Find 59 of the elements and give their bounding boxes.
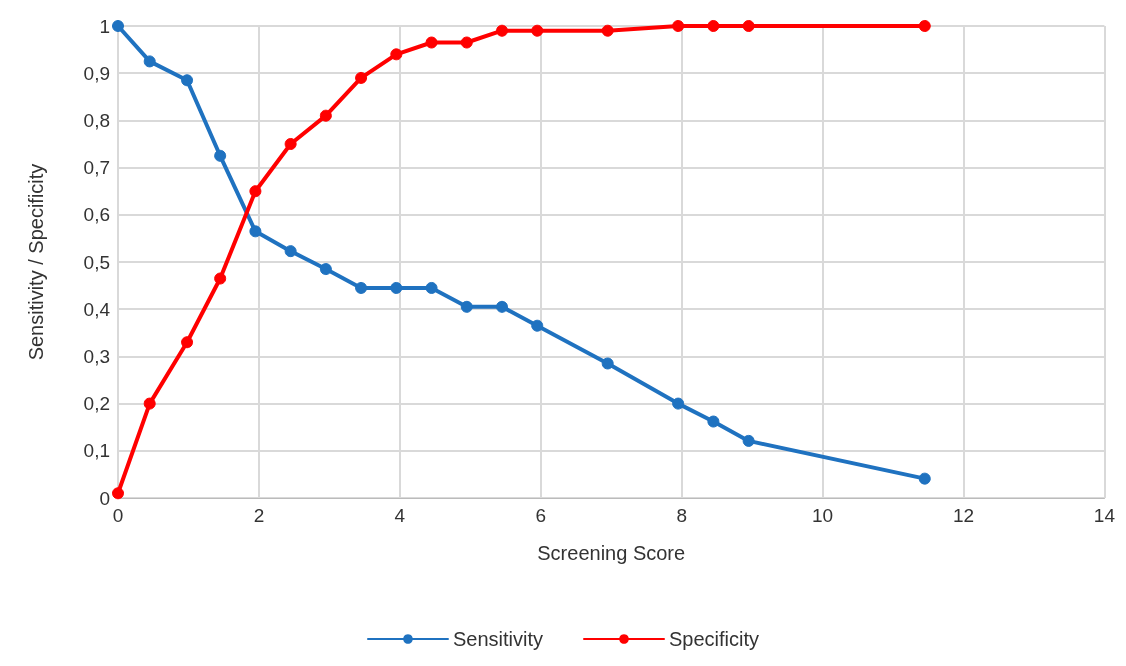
- y-tick-label: 0,9: [83, 62, 110, 84]
- y-tick-label: 1: [99, 15, 110, 37]
- y-tick-label: 0,6: [83, 204, 110, 226]
- point: [742, 434, 755, 447]
- point: [707, 415, 720, 428]
- y-tick-label: 0,4: [83, 298, 111, 320]
- x-axis-title: Screening Score: [537, 542, 686, 564]
- point: [355, 71, 368, 84]
- point: [918, 472, 931, 485]
- point: [601, 24, 614, 37]
- point: [425, 36, 438, 49]
- point: [672, 397, 685, 410]
- y-tick-label: 0,1: [83, 440, 110, 462]
- point: [112, 487, 124, 500]
- point: [460, 300, 473, 313]
- point: [214, 272, 227, 285]
- point: [531, 24, 544, 37]
- point: [319, 263, 332, 276]
- point: [742, 20, 755, 32]
- x-tick-label: 14: [1093, 505, 1116, 526]
- point: [707, 20, 720, 32]
- x-tick-label: 6: [535, 505, 547, 526]
- point: [355, 281, 368, 294]
- point: [181, 336, 194, 349]
- point: [496, 24, 508, 37]
- point: [390, 281, 403, 294]
- point: [284, 138, 297, 150]
- x-tick-label: 2: [253, 505, 265, 526]
- y-axis-title: Sensitivity / Specificity: [25, 163, 47, 361]
- point: [249, 185, 262, 198]
- point: [531, 319, 544, 332]
- point: [143, 55, 156, 68]
- point: [284, 245, 297, 258]
- point: [112, 20, 124, 32]
- point: [425, 281, 438, 294]
- point: [460, 36, 473, 49]
- point: [390, 48, 403, 61]
- y-tick-label: 0: [99, 487, 110, 509]
- point: [672, 20, 685, 32]
- y-tick-label: 0,5: [83, 251, 110, 273]
- point: [249, 225, 262, 238]
- y-tick-label: 0,8: [83, 109, 110, 131]
- legend-label: Sensitivity: [452, 628, 543, 650]
- x-tick-label: 12: [952, 505, 975, 526]
- point: [319, 109, 332, 122]
- x-tick-label: 10: [812, 505, 834, 526]
- point: [496, 300, 508, 313]
- legend-label: Specificity: [669, 628, 760, 650]
- point: [918, 20, 931, 32]
- point: [214, 149, 227, 162]
- point: [601, 357, 614, 370]
- x-tick-label: 4: [394, 505, 406, 526]
- y-tick-label: 0,3: [83, 345, 110, 367]
- point: [143, 397, 156, 410]
- y-tick-label: 0,7: [83, 157, 110, 179]
- point: [181, 74, 194, 87]
- x-tick-label: 8: [676, 505, 687, 526]
- y-tick-label: 0,2: [83, 393, 110, 415]
- x-tick-label: 0: [112, 505, 124, 526]
